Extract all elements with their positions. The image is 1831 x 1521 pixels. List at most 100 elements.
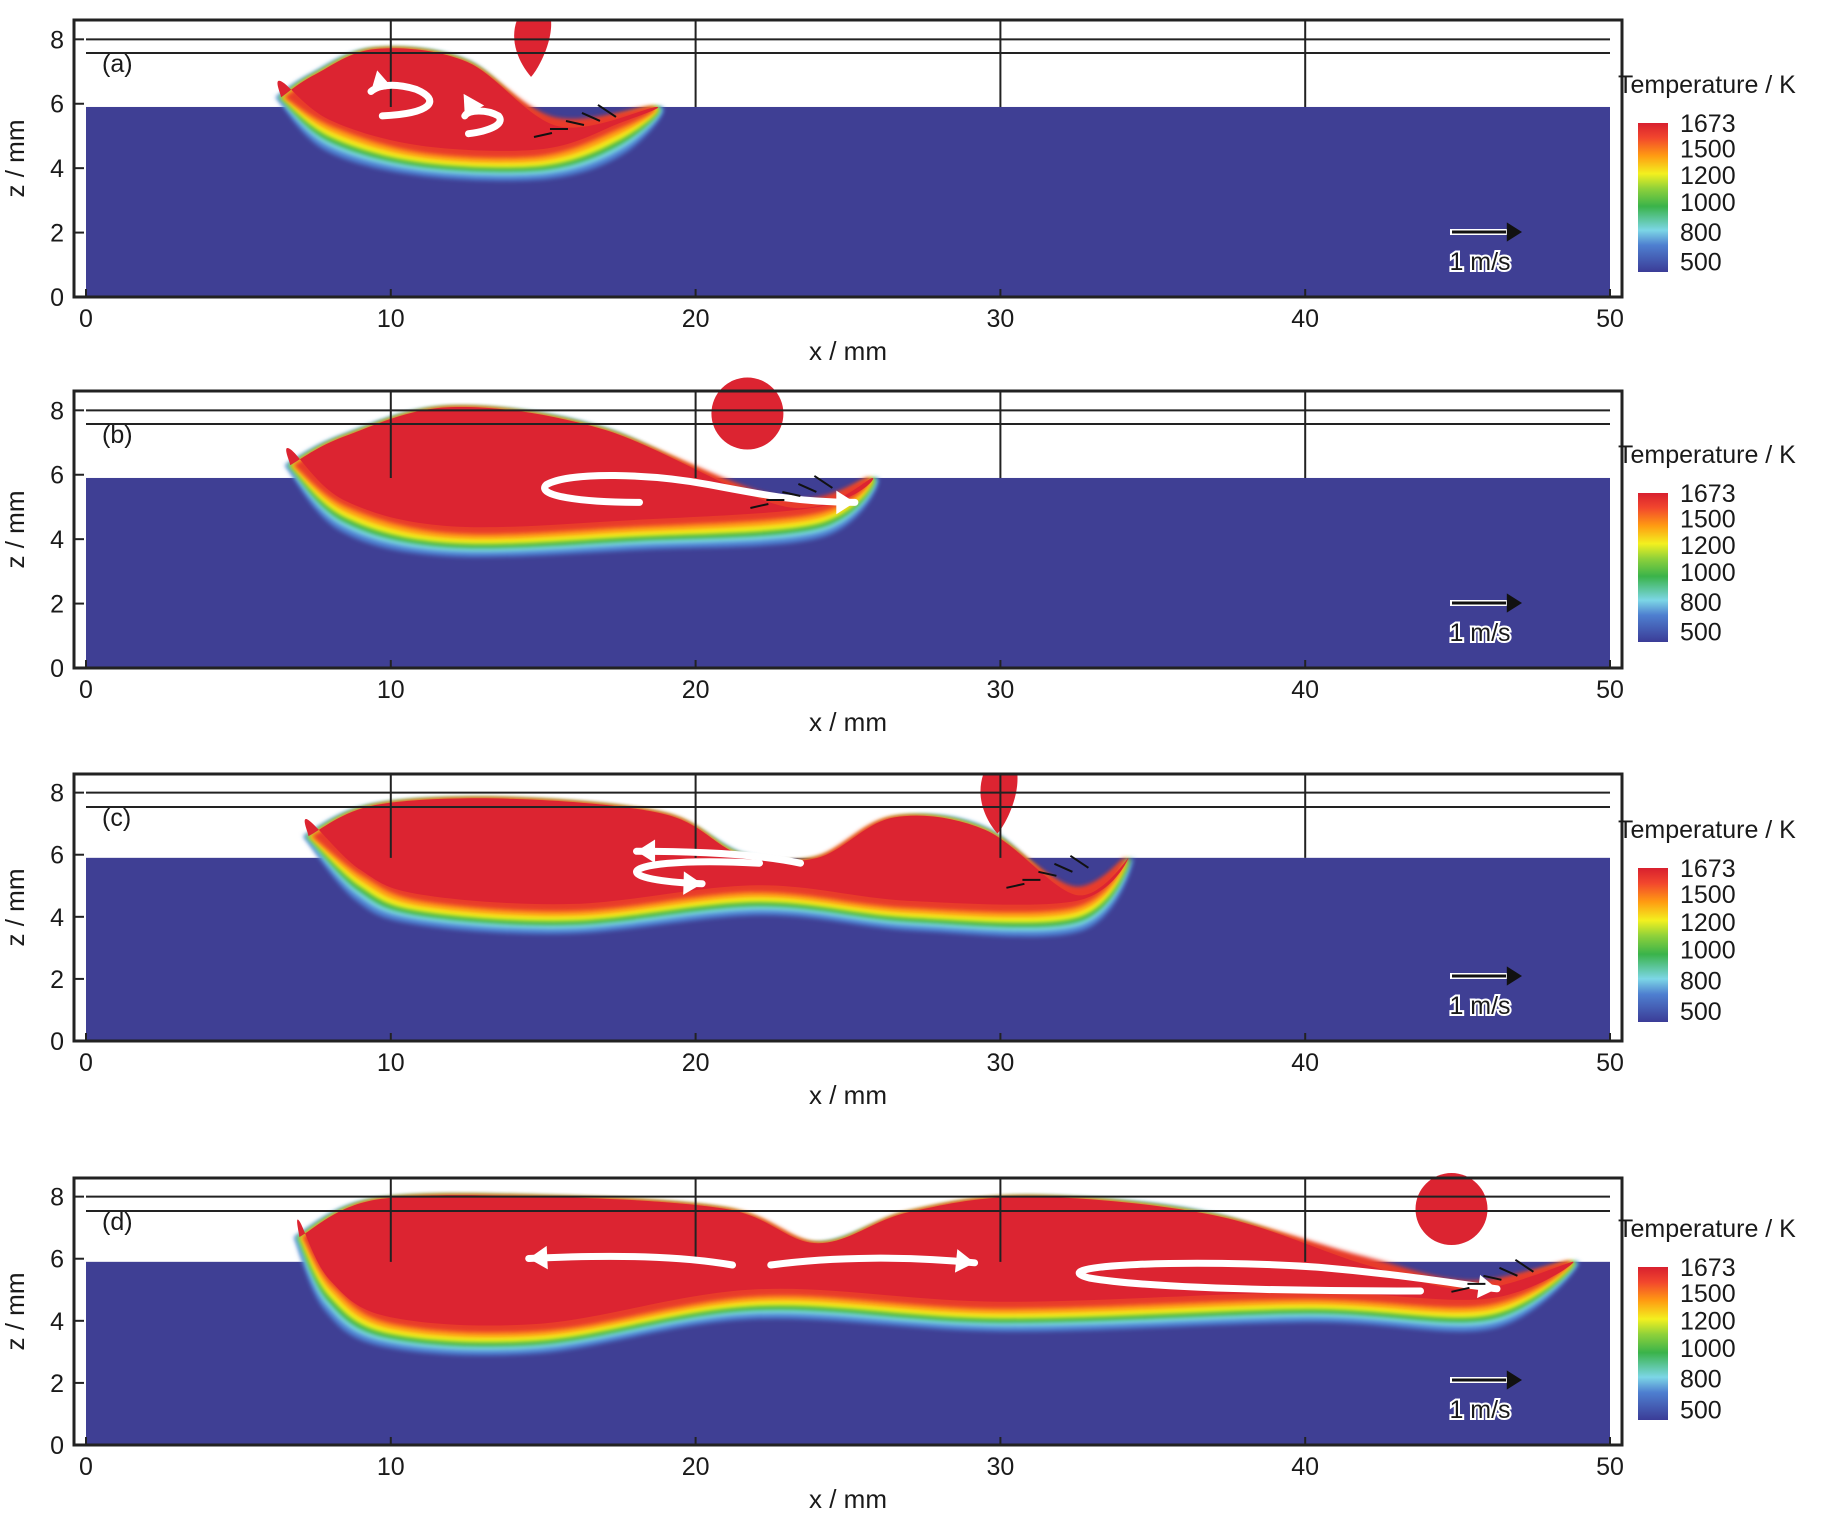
velocity-vector bbox=[1069, 854, 1089, 869]
x-tick-label: 0 bbox=[79, 305, 93, 333]
x-tick-label: 10 bbox=[377, 305, 405, 333]
colorbar-tick-label: 1673 bbox=[1680, 480, 1736, 508]
x-tick-label: 0 bbox=[79, 1453, 93, 1481]
velocity-vector bbox=[1054, 862, 1073, 873]
y-tick-label: 0 bbox=[50, 284, 64, 312]
plot-frame bbox=[72, 772, 1624, 1043]
panel-a: 0 10 20 30 40 500 2 4 6 8 x / mm z / mm (a) 1 m/s Temp… bbox=[0, 18, 1796, 366]
colorbar-tick-label: 1673 bbox=[1680, 855, 1736, 883]
flow-arrow bbox=[633, 847, 804, 867]
x-tick-label: 20 bbox=[682, 305, 710, 333]
y-tick-label: 8 bbox=[50, 397, 64, 425]
y-tick-label: 8 bbox=[50, 780, 64, 808]
colorbar-tick-label: 1673 bbox=[1680, 1254, 1736, 1282]
velocity-vector bbox=[581, 112, 601, 122]
colorbar-tick-label: 500 bbox=[1680, 1396, 1722, 1424]
y-axis-label: z / mm bbox=[0, 1273, 30, 1351]
colorbar-title: Temperature / K bbox=[1618, 71, 1796, 99]
reference-velocity-label: 1 m/s bbox=[1449, 248, 1510, 276]
x-tick-label: 50 bbox=[1596, 1049, 1624, 1077]
velocity-vector bbox=[813, 475, 833, 489]
velocity-vector bbox=[565, 119, 585, 126]
colorbar-tick-label: 1200 bbox=[1680, 1308, 1736, 1336]
colorbar-title: Temperature / K bbox=[1618, 441, 1796, 469]
flow-arrow bbox=[1075, 1259, 1501, 1295]
x-tick-label: 40 bbox=[1291, 305, 1319, 333]
flow-arrow bbox=[525, 1252, 736, 1269]
velocity-vector bbox=[1483, 1274, 1502, 1281]
y-tick-label: 8 bbox=[50, 26, 64, 54]
x-tick-label: 10 bbox=[377, 1453, 405, 1481]
velocity-vector bbox=[1514, 1258, 1534, 1273]
droplet bbox=[711, 377, 784, 450]
velocity-vector bbox=[1038, 870, 1057, 877]
panel-label: (a) bbox=[102, 50, 133, 78]
colorbar-tick-label: 800 bbox=[1680, 967, 1722, 995]
colorbar-tick-label: 1000 bbox=[1680, 559, 1736, 587]
y-tick-label: 0 bbox=[50, 1028, 64, 1056]
colorbar-tick-label: 1000 bbox=[1680, 189, 1736, 217]
colorbar-tick-label: 1673 bbox=[1680, 110, 1736, 138]
velocity-vector bbox=[597, 104, 617, 118]
x-tick-label: 10 bbox=[377, 1049, 405, 1077]
colorbar-title: Temperature / K bbox=[1618, 816, 1796, 844]
y-tick-label: 8 bbox=[50, 1184, 64, 1212]
colorbar-title: Temperature / K bbox=[1618, 1215, 1796, 1243]
y-tick-label: 6 bbox=[50, 91, 64, 119]
colorbar-tick-label: 1000 bbox=[1680, 937, 1736, 965]
x-tick-label: 50 bbox=[1596, 676, 1624, 704]
y-tick-label: 2 bbox=[50, 966, 64, 994]
x-tick-label: 50 bbox=[1596, 1453, 1624, 1481]
colorbar-tick-label: 800 bbox=[1680, 219, 1722, 247]
y-tick-label: 4 bbox=[50, 1308, 64, 1336]
flow-arrow bbox=[767, 1254, 979, 1269]
x-axis-label: x / mm bbox=[809, 336, 887, 366]
x-tick-label: 20 bbox=[682, 1049, 710, 1077]
x-tick-label: 0 bbox=[79, 676, 93, 704]
y-tick-label: 2 bbox=[50, 591, 64, 619]
panel-label: (b) bbox=[102, 421, 133, 449]
colorbar-tick-label: 1200 bbox=[1680, 532, 1736, 560]
y-tick-label: 0 bbox=[50, 1432, 64, 1460]
colorbar-tick-label: 800 bbox=[1680, 1366, 1722, 1394]
x-tick-label: 30 bbox=[986, 1049, 1014, 1077]
y-tick-label: 2 bbox=[50, 220, 64, 248]
velocity-vector bbox=[782, 490, 801, 497]
x-tick-label: 20 bbox=[682, 1453, 710, 1481]
droplet bbox=[1415, 1173, 1488, 1246]
colorbar-tick-label: 800 bbox=[1680, 589, 1722, 617]
velocity-vector bbox=[1006, 882, 1025, 889]
colorbar-tick-label: 500 bbox=[1680, 249, 1722, 277]
x-axis-label: x / mm bbox=[809, 707, 887, 737]
x-axis-label: x / mm bbox=[809, 1484, 887, 1514]
velocity-vector bbox=[1499, 1266, 1518, 1277]
x-tick-label: 30 bbox=[986, 305, 1014, 333]
colorbar bbox=[1638, 123, 1668, 272]
droplet bbox=[514, 20, 552, 77]
melt-core bbox=[286, 406, 874, 528]
y-axis-label: z / mm bbox=[0, 120, 30, 198]
velocity-vector bbox=[750, 502, 769, 509]
y-tick-label: 6 bbox=[50, 842, 64, 870]
colorbar bbox=[1638, 493, 1668, 642]
y-tick-label: 4 bbox=[50, 155, 64, 183]
y-tick-label: 4 bbox=[50, 904, 64, 932]
colorbar-tick-label: 1500 bbox=[1680, 135, 1736, 163]
plot-frame bbox=[72, 1176, 1624, 1447]
panel-label: (d) bbox=[102, 1208, 133, 1236]
panel-label: (c) bbox=[102, 804, 131, 832]
colorbar-tick-label: 1500 bbox=[1680, 881, 1736, 909]
y-tick-label: 0 bbox=[50, 655, 64, 683]
colorbar-tick-label: 1500 bbox=[1680, 505, 1736, 533]
colorbar bbox=[1638, 868, 1668, 1022]
y-tick-label: 6 bbox=[50, 462, 64, 490]
reference-velocity-label: 1 m/s bbox=[1449, 1396, 1510, 1424]
y-tick-label: 6 bbox=[50, 1246, 64, 1274]
x-tick-label: 10 bbox=[377, 676, 405, 704]
reference-velocity-label: 1 m/s bbox=[1449, 992, 1510, 1020]
y-tick-label: 2 bbox=[50, 1370, 64, 1398]
flow-arrow bbox=[632, 858, 763, 888]
